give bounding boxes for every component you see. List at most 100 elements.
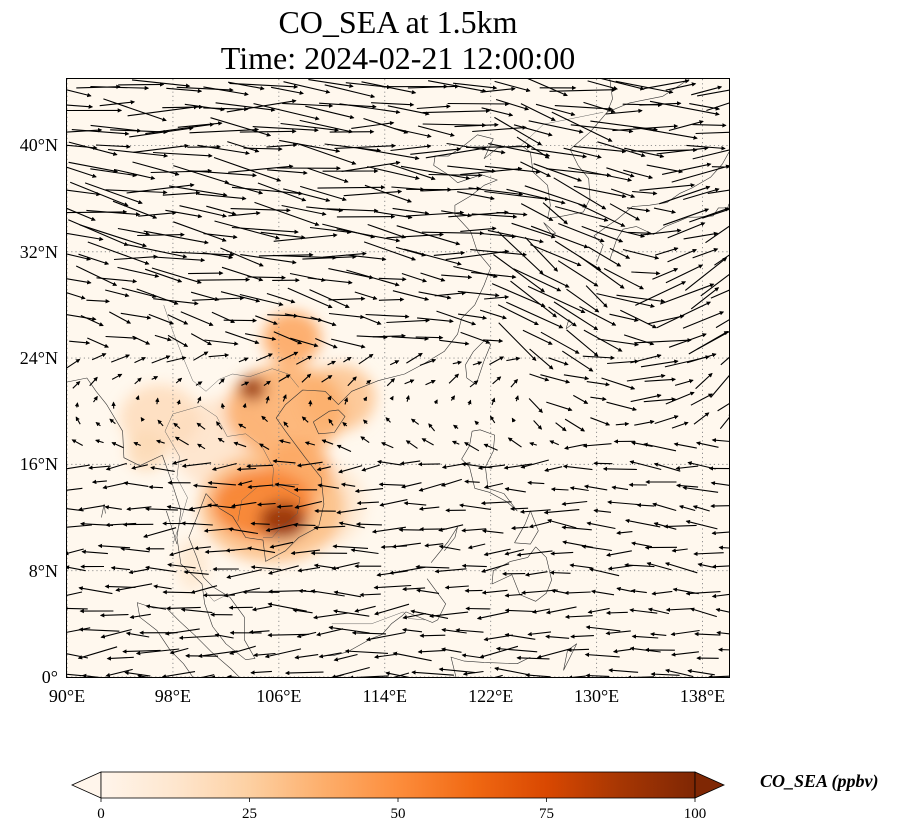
map-panel[interactable] bbox=[66, 78, 730, 678]
wind-arrow bbox=[468, 187, 524, 197]
wind-arrow bbox=[131, 464, 148, 470]
wind-arrow bbox=[120, 546, 150, 553]
wind-arrow bbox=[315, 337, 338, 349]
wind-arrow bbox=[272, 459, 296, 464]
wind-arrow bbox=[332, 544, 369, 549]
wind-arrow bbox=[241, 381, 250, 386]
wind-arrow bbox=[379, 499, 408, 507]
wind-arrow bbox=[86, 299, 110, 304]
wind-arrow bbox=[584, 652, 620, 658]
wind-arrow bbox=[493, 254, 546, 293]
wind-arrow bbox=[511, 222, 556, 239]
wind-arrow bbox=[240, 254, 297, 265]
wind-arrow bbox=[301, 373, 312, 383]
coastline bbox=[563, 643, 577, 671]
wind-arrow bbox=[109, 418, 116, 425]
wind-arrow bbox=[339, 103, 401, 115]
wind-arrow bbox=[392, 290, 430, 301]
wind-arrow bbox=[636, 502, 655, 508]
wind-arrow bbox=[566, 329, 599, 357]
wind-arrow bbox=[418, 506, 440, 511]
wind-arrow bbox=[460, 331, 491, 344]
wind-arrow bbox=[433, 250, 466, 256]
wind-arrow bbox=[407, 84, 460, 89]
wind-arrow bbox=[605, 610, 628, 616]
wind-arrow bbox=[167, 334, 189, 347]
wind-arrow bbox=[719, 413, 729, 430]
wind-arrow bbox=[237, 480, 253, 486]
wind-arrow bbox=[671, 651, 699, 657]
wind-arrow bbox=[157, 419, 164, 427]
wind-arrow bbox=[410, 418, 420, 425]
wind-arrow bbox=[697, 331, 729, 350]
wind-arrow bbox=[129, 126, 194, 138]
wind-arrow bbox=[579, 306, 617, 326]
wind-arrow bbox=[497, 231, 544, 275]
wind-arrow bbox=[166, 87, 203, 94]
wind-arrow bbox=[144, 268, 183, 283]
wind-arrow bbox=[67, 627, 91, 633]
wind-arrow bbox=[511, 417, 516, 423]
wind-arrow bbox=[228, 211, 261, 217]
wind-arrow bbox=[253, 103, 320, 121]
wind-arrow bbox=[122, 649, 161, 654]
wind-arrow bbox=[481, 528, 504, 534]
wind-arrow bbox=[718, 545, 729, 550]
wind-arrow bbox=[467, 543, 486, 550]
wind-arrow bbox=[697, 89, 729, 97]
wind-arrow bbox=[91, 479, 107, 485]
wind-arrow bbox=[67, 565, 86, 572]
wind-arrow bbox=[90, 85, 150, 91]
wind-arrow bbox=[276, 504, 293, 509]
wind-arrow bbox=[152, 151, 213, 158]
wind-arrow bbox=[453, 82, 498, 90]
wind-arrow bbox=[327, 395, 332, 401]
wind-arrow bbox=[282, 102, 334, 109]
wind-arrow bbox=[354, 605, 376, 613]
wind-arrow bbox=[140, 416, 145, 422]
wind-arrow bbox=[401, 272, 428, 283]
wind-arrow bbox=[561, 525, 592, 531]
wind-arrow bbox=[171, 251, 235, 257]
wind-arrow bbox=[448, 373, 460, 384]
wind-arrow bbox=[305, 105, 355, 120]
wind-arrow bbox=[67, 253, 92, 261]
wind-arrow bbox=[150, 465, 175, 472]
wind-arrow bbox=[402, 627, 423, 633]
wind-arrow bbox=[421, 438, 434, 446]
wind-arrow bbox=[274, 482, 295, 488]
wind-arrow bbox=[250, 565, 282, 571]
coastline bbox=[313, 409, 346, 435]
wind-arrow bbox=[230, 501, 257, 508]
wind-arrow bbox=[633, 126, 698, 140]
wind-arrow bbox=[428, 173, 483, 178]
wind-arrow bbox=[444, 585, 469, 590]
wind-arrow bbox=[634, 419, 655, 426]
wind-arrow bbox=[686, 144, 726, 151]
map-time-subtitle: Time: 2024-02-21 12:00:00 bbox=[220, 40, 576, 76]
wind-arrow bbox=[127, 104, 199, 117]
wind-arrow bbox=[583, 101, 616, 114]
wind-arrow bbox=[522, 329, 553, 345]
wind-arrow bbox=[306, 206, 344, 213]
wind-arrow bbox=[96, 277, 138, 284]
wind-arrow bbox=[551, 111, 613, 142]
wind-arrow bbox=[590, 396, 607, 402]
wind-arrow bbox=[406, 352, 423, 364]
latitude-tick-label: 24°N bbox=[19, 348, 58, 369]
wind-arrow bbox=[333, 653, 358, 662]
wind-arrow bbox=[358, 353, 374, 365]
wind-arrow bbox=[548, 306, 577, 327]
wind-arrow bbox=[630, 393, 662, 403]
wind-arrow bbox=[67, 89, 92, 98]
wind-arrow bbox=[455, 628, 484, 633]
wind-arrow bbox=[148, 313, 175, 325]
wind-arrow bbox=[491, 283, 546, 308]
wind-arrow bbox=[75, 416, 81, 425]
wind-arrow bbox=[550, 487, 569, 492]
wind-arrow bbox=[573, 145, 627, 154]
wind-arrow bbox=[221, 266, 264, 282]
wind-arrow bbox=[104, 505, 122, 510]
wind-arrow bbox=[248, 629, 270, 635]
wind-arrow bbox=[326, 208, 379, 213]
